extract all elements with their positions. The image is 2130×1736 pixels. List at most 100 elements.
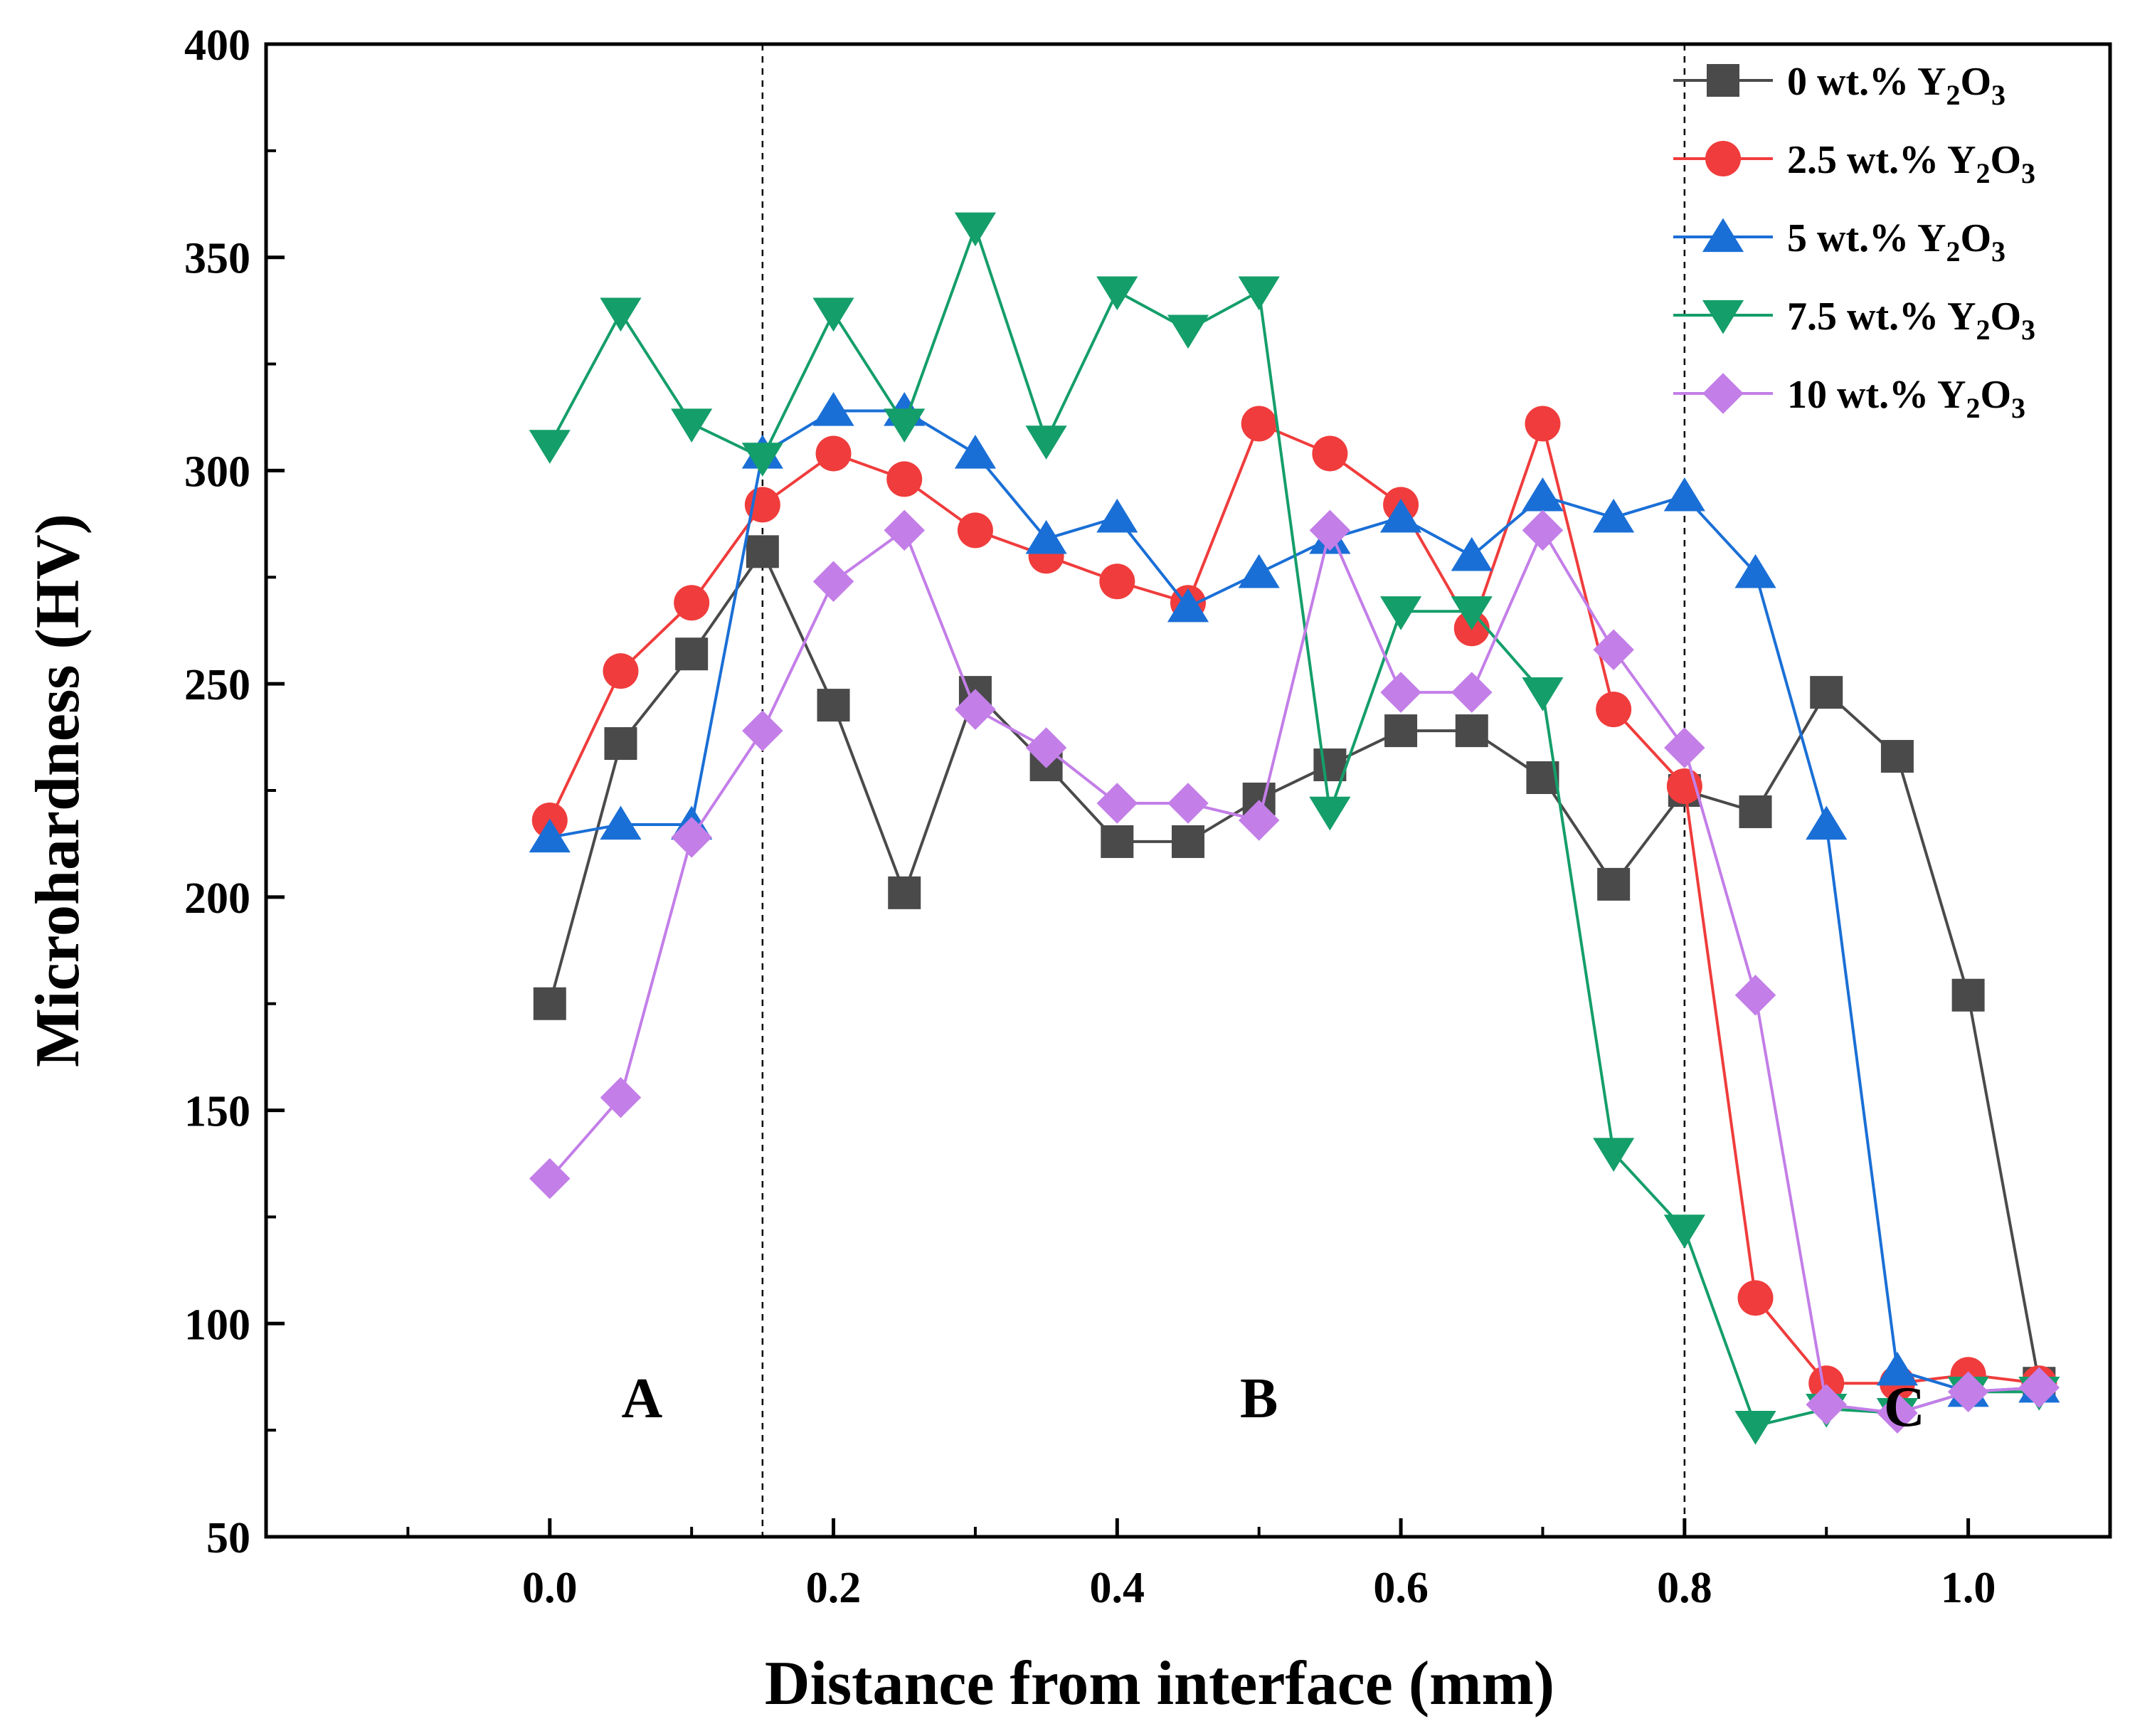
- data-point-2-14: [1522, 477, 1564, 512]
- data-point-0-20: [1951, 978, 1985, 1012]
- series-4: [529, 509, 2060, 1434]
- data-point-3-10: [1238, 276, 1280, 311]
- data-point-4-20: [1947, 1371, 1989, 1412]
- data-point-2-19: [1876, 1351, 1919, 1386]
- legend-label-3: 7.5 wt.% Y2O3: [1787, 295, 2035, 346]
- data-point-4-21: [2018, 1367, 2060, 1408]
- series-layer: [529, 212, 2060, 1445]
- data-point-4-0: [529, 1158, 571, 1200]
- data-point-1-14: [1525, 406, 1561, 442]
- x-tick-label-5: 1.0: [1941, 1564, 1996, 1612]
- data-point-4-10: [1238, 800, 1280, 841]
- data-point-0-19: [1880, 740, 1914, 773]
- legend-entry-2: 5 wt.% Y2O3: [1673, 216, 2006, 268]
- data-point-4-15: [1593, 629, 1634, 670]
- y-tick-label-5: 300: [184, 448, 250, 496]
- data-point-3-2: [671, 408, 713, 443]
- data-point-2-12: [1379, 498, 1422, 533]
- legend-marker-0: [1707, 64, 1739, 97]
- y-tick-label-7: 400: [184, 21, 250, 70]
- series-0: [533, 535, 2056, 1400]
- data-point-2-0: [529, 818, 571, 853]
- data-point-1-4: [815, 435, 852, 472]
- legend-marker-1: [1705, 141, 1741, 176]
- data-point-4-8: [1096, 783, 1138, 824]
- data-point-4-4: [812, 561, 854, 603]
- legend-entry-3: 7.5 wt.% Y2O3: [1673, 295, 2035, 346]
- data-point-3-1: [600, 297, 642, 332]
- y-tick-label-1: 100: [184, 1301, 250, 1349]
- data-point-0-5: [888, 876, 921, 909]
- data-point-3-4: [812, 297, 854, 332]
- region-label-b: B: [1240, 1367, 1278, 1430]
- data-point-3-8: [1096, 276, 1138, 311]
- data-point-2-8: [1096, 498, 1138, 533]
- data-point-2-17: [1734, 554, 1776, 588]
- y-tick-label-2: 150: [184, 1088, 250, 1136]
- legend-marker-3: [1702, 300, 1744, 334]
- data-point-4-17: [1734, 974, 1776, 1016]
- series-line-4: [549, 526, 2040, 1415]
- data-point-3-12: [1379, 596, 1422, 630]
- data-point-3-3: [741, 443, 783, 477]
- data-point-0-8: [1101, 825, 1134, 858]
- data-point-0-1: [604, 727, 637, 761]
- data-point-3-7: [1025, 425, 1067, 460]
- legend-marker-2: [1702, 218, 1744, 253]
- data-point-2-7: [1025, 519, 1067, 554]
- x-tick-label-3: 0.6: [1373, 1564, 1429, 1612]
- data-point-0-17: [1739, 795, 1772, 828]
- data-point-3-13: [1451, 596, 1493, 630]
- x-tick-label-4: 0.8: [1657, 1564, 1712, 1612]
- data-point-4-12: [1380, 672, 1421, 713]
- x-tick-label-2: 0.4: [1090, 1564, 1145, 1612]
- data-point-1-10: [1241, 406, 1277, 442]
- y-tick-label-0: 50: [206, 1514, 250, 1562]
- data-point-1-11: [1312, 435, 1348, 472]
- x-axis-title: Distance from interface (mm): [765, 1649, 1554, 1718]
- y-tick-label-3: 200: [184, 874, 250, 923]
- data-point-2-9: [1167, 588, 1209, 623]
- legend-label-4: 10 wt.% Y2O3: [1787, 373, 2025, 424]
- data-point-3-0: [529, 430, 571, 464]
- data-point-0-15: [1597, 867, 1631, 901]
- data-point-2-13: [1451, 536, 1493, 571]
- data-point-0-0: [533, 987, 566, 1020]
- data-point-4-13: [1451, 672, 1493, 713]
- labels-layer: 0.0 0.2 0.4 0.6 0.8 1.0 50 100 150 200 250 300 350 40…: [23, 21, 1996, 1718]
- legend-entry-0: 0 wt.% Y2O3: [1673, 60, 2006, 111]
- data-point-0-13: [1455, 714, 1488, 748]
- data-point-4-11: [1309, 509, 1351, 551]
- data-point-0-2: [675, 637, 709, 671]
- data-point-3-5: [884, 408, 926, 443]
- legend-label-0: 0 wt.% Y2O3: [1787, 60, 2006, 111]
- data-point-0-3: [746, 535, 779, 568]
- data-point-1-2: [674, 585, 710, 621]
- data-point-1-8: [1099, 563, 1135, 600]
- data-point-4-19: [1877, 1392, 1918, 1434]
- data-point-3-16: [1663, 1214, 1705, 1249]
- data-point-2-10: [1238, 554, 1280, 588]
- data-point-4-18: [1806, 1384, 1847, 1425]
- y-axis-title: Microhardness (HV): [23, 514, 92, 1067]
- data-point-4-9: [1167, 783, 1209, 824]
- legend: 0 wt.% Y2O3 2.5 wt.% Y2O3 5 wt.% Y2O3 7.5 w…: [1673, 60, 2035, 424]
- region-label-c: C: [1884, 1376, 1925, 1439]
- x-tick-label-1: 0.2: [806, 1564, 862, 1612]
- data-point-1-1: [603, 653, 639, 689]
- legend-label-1: 2.5 wt.% Y2O3: [1787, 138, 2035, 189]
- legend-entry-1: 2.5 wt.% Y2O3: [1673, 138, 2035, 189]
- y-tick-label-4: 250: [184, 661, 250, 709]
- y-tick-label-6: 350: [184, 235, 250, 283]
- data-point-4-7: [1025, 727, 1067, 768]
- x-tick-label-0: 0.0: [522, 1564, 578, 1612]
- data-point-0-4: [817, 689, 850, 722]
- data-point-0-9: [1172, 825, 1204, 858]
- data-point-2-16: [1663, 477, 1705, 512]
- data-point-4-3: [742, 710, 783, 751]
- data-point-2-4: [812, 392, 854, 426]
- legend-marker-4: [1702, 373, 1744, 414]
- data-point-3-11: [1309, 796, 1351, 831]
- data-point-2-1: [600, 805, 642, 840]
- region-label-a: A: [621, 1367, 662, 1430]
